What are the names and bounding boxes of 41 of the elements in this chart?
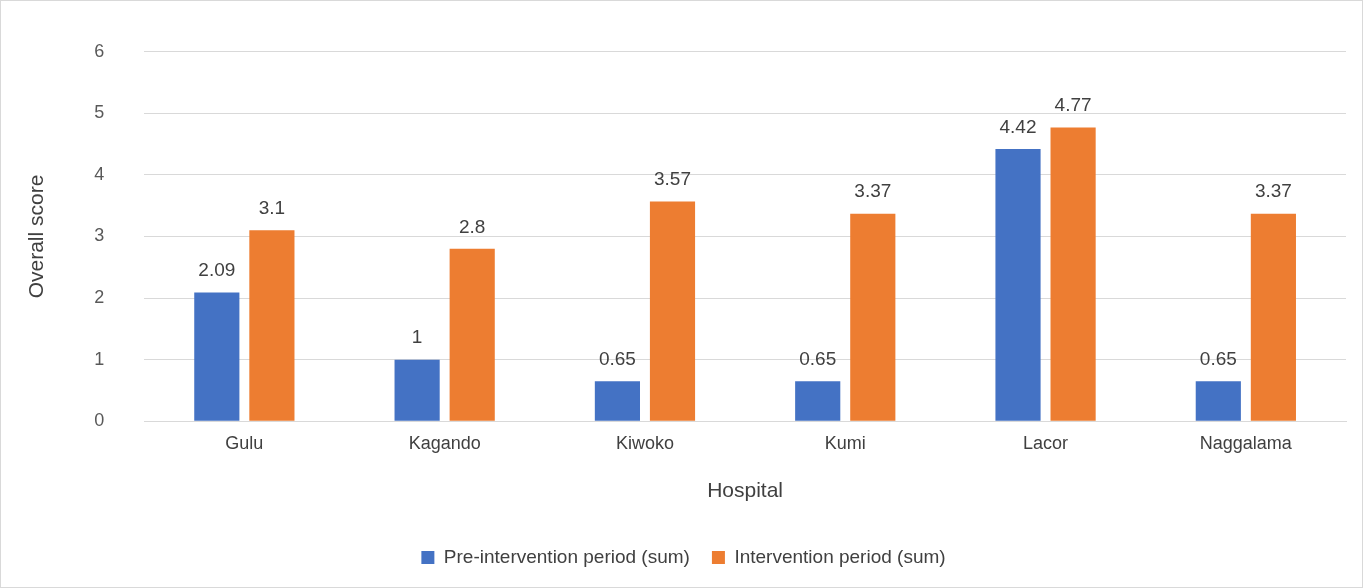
data-label: 1 [411, 326, 423, 348]
bar [795, 381, 841, 421]
bar [1250, 213, 1296, 421]
x-tick-label: Gulu [225, 432, 264, 453]
x-tick-label: Kumi [824, 432, 866, 453]
bar [394, 359, 440, 421]
x-tick-label: Naggalama [1199, 432, 1293, 453]
y-tick-label: 4 [94, 163, 105, 184]
data-label: 4.77 [1054, 94, 1092, 116]
bar [995, 149, 1041, 421]
data-label: 0.65 [598, 347, 636, 369]
bar [850, 213, 896, 421]
legend-label: Pre-intervention period (sum) [443, 545, 690, 567]
data-label: 2.8 [458, 215, 486, 237]
bar [1195, 381, 1241, 421]
y-tick-label: 6 [94, 40, 105, 61]
y-tick-label: 0 [94, 410, 105, 431]
legend-label: Intervention period (sum) [734, 545, 946, 567]
data-label: 0.65 [1199, 347, 1237, 369]
y-tick-label: 1 [94, 348, 105, 369]
bar [249, 230, 295, 421]
bar [449, 248, 495, 421]
data-label: 3.37 [1254, 180, 1292, 202]
bar [594, 381, 640, 421]
bar [194, 292, 240, 421]
bar [1050, 127, 1096, 421]
x-tick-label: Kagando [408, 432, 481, 453]
bar [649, 201, 696, 421]
data-label: 3.37 [854, 180, 892, 202]
y-tick-label: 3 [94, 225, 105, 246]
data-label: 4.42 [999, 115, 1037, 137]
data-label: 3.1 [258, 197, 286, 219]
data-label: 3.57 [654, 168, 691, 190]
x-tick-label: Kiwoko [615, 432, 674, 453]
x-tick-label: Lacor [1023, 432, 1069, 453]
x-axis-title: Hospital [707, 478, 784, 502]
data-label: 0.65 [799, 347, 837, 369]
data-label: 2.09 [198, 259, 236, 281]
y-tick-label: 2 [94, 287, 105, 308]
y-tick-label: 5 [94, 102, 105, 123]
y-axis-title: Overall score [24, 174, 48, 299]
